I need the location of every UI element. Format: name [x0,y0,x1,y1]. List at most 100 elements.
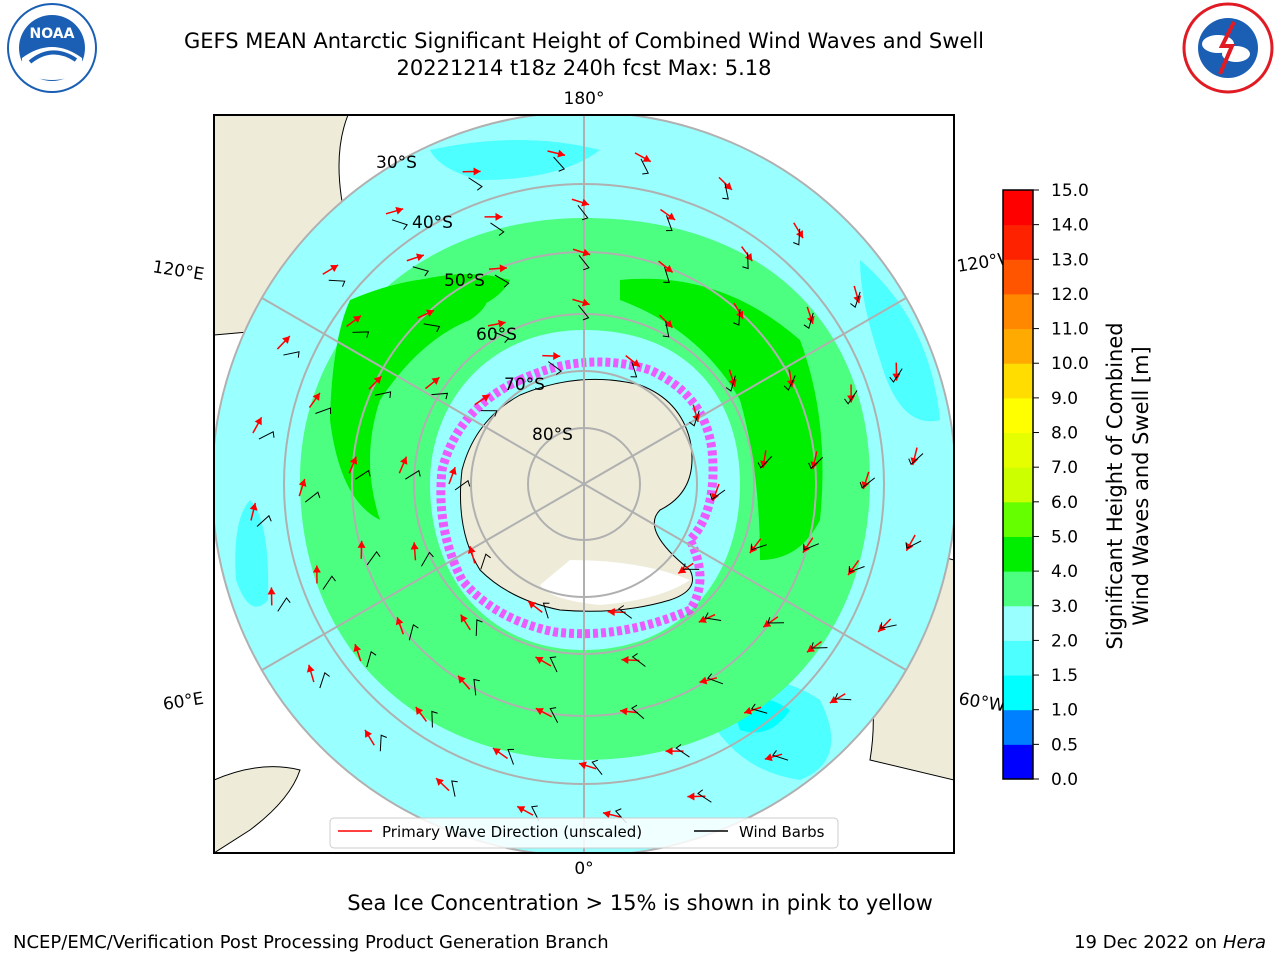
wave-arrow-head [620,707,628,716]
sea-ice-edge [436,357,718,639]
wind-barb [507,748,515,765]
wave-arrow-head [642,154,651,162]
wave-arrow-head [535,708,544,716]
wave-arrow-head [582,248,591,257]
wave-arrow-head [298,478,307,487]
wave-arrow-head [410,542,419,550]
lat-label-50s: 50°S [444,271,485,291]
colorbar-tick-label: 13.0 [1051,250,1089,270]
colorbar-tick-label: 11.0 [1051,320,1089,340]
wind-barb [549,656,558,673]
wave-arrow-head [364,729,373,738]
wind-barb [859,477,876,489]
wind-barb [322,575,336,590]
colorbar-segment [1003,224,1033,260]
wave-arrow-head [312,565,321,573]
map-legend: Primary Wave Direction (unscaled) Wind B… [329,817,839,849]
colorbar-tick-label: 1.5 [1051,666,1078,686]
lat-label-30s: 30°S [376,153,417,173]
wind-barb [475,619,483,636]
colorbar-tick-label: 14.0 [1051,216,1089,236]
wind-barb [663,266,670,283]
colorbar-tick-label: 6.0 [1051,493,1078,513]
antarctica-land [460,378,693,612]
colorbar-border [1002,189,1034,780]
wave-arrow-head [581,298,590,307]
wave-arrow-head [395,206,404,215]
wind-barb [617,605,633,619]
wave-arrow-head [698,615,707,623]
colorbar-segment [1003,467,1033,503]
lat-label-40s: 40°S [412,213,453,233]
wave-arrow-head [254,417,262,426]
wind-barb [468,177,483,191]
wind-barb [707,673,724,685]
colorbar-tick-label: 5.0 [1051,527,1078,547]
wind-barb [675,744,690,758]
wind-barb [808,457,824,470]
wind-barb [283,351,300,358]
wave-arrow-head [687,792,695,801]
colorbar-tick-label: 8.0 [1051,424,1078,444]
wind-barb [578,305,590,321]
wind-barb [844,390,858,405]
wind-barb [742,252,749,270]
map-frame-border [213,114,955,854]
colorbar-tick-label: 12.0 [1051,285,1089,305]
lat-label-70s: 70°S [504,375,545,395]
colorbar-tick-label: 9.0 [1051,389,1078,409]
wind-barb [889,368,903,383]
ice-shelf-ross [540,560,690,605]
wind-barb [704,612,722,622]
colorbar-label-line-1: Significant Height of Combined [1103,322,1127,649]
colorbar-segment [1003,744,1033,780]
wind-barb [480,410,498,417]
colorbar-segment [1003,328,1033,364]
wave-arrow-head [353,315,362,324]
wind-barb [640,158,649,175]
wind-barb [431,710,438,728]
wave-arrow-head [282,336,290,344]
wave-arrow-head [249,502,258,511]
colorbar-segment [1003,397,1033,434]
wave-arrow-head [400,456,408,465]
wave-arrow-head [829,695,838,704]
wave-arrow-head [744,706,752,715]
wave-arrow-head [557,149,566,158]
wind-barb [631,653,646,667]
colorbar-segment [1003,363,1033,399]
wind-barb [391,219,408,230]
colorbar-tick-label: 0.5 [1051,735,1078,755]
wind-barb [531,805,540,822]
wind-barb [577,204,589,221]
wind-barb [725,375,736,392]
wave-arrow-head [373,376,382,385]
wind-barb [810,642,828,649]
colorbar-tick-label: 2.0 [1051,631,1078,651]
wind-barb [662,321,670,338]
date-text: 19 Dec 2022 on [1074,932,1218,953]
nws-logo [1182,2,1274,94]
colorbar-segment [1003,501,1033,537]
wind-barb [328,279,346,287]
wind-barb [682,563,700,570]
wind-barb [547,361,563,375]
wave-arrow-head [528,601,537,609]
wind-barb [421,551,434,567]
wind-barb [405,469,421,480]
wave-arrow-head [581,198,590,207]
wind-barb [490,222,505,236]
wind-barb [553,156,566,172]
wind-barb [451,780,458,797]
wind-barb [277,597,291,612]
wave-arrow-head [431,377,440,385]
wind-barb [767,617,784,624]
wave-arrow-head [481,394,490,402]
wave-arrow-head [457,675,466,684]
wind-barb [631,704,645,720]
wind-barb [473,678,480,696]
title-line-1: GEFS MEAN Antarctic Significant Height o… [183,29,985,53]
wave-arrow-head [499,264,507,273]
lat-label-80s: 80°S [532,425,573,445]
